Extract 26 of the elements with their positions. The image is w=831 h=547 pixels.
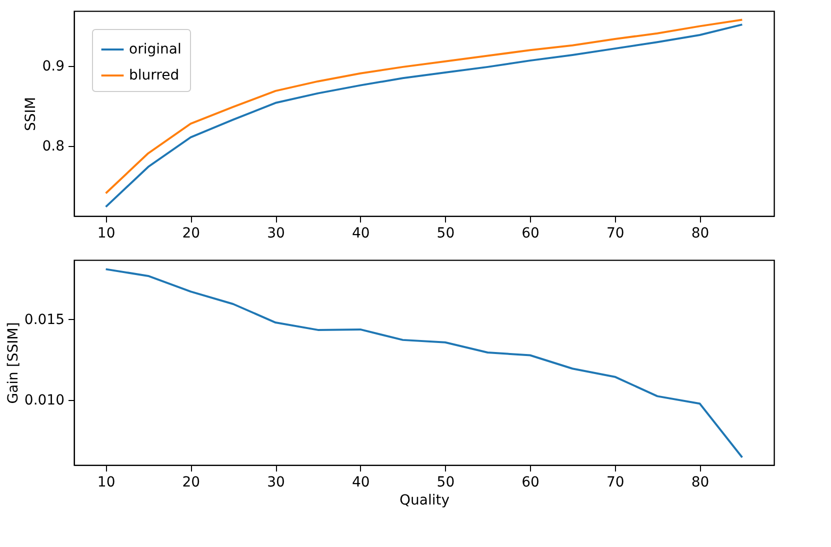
y-tick-label: 0.8: [42, 138, 64, 155]
x-tick-label: 60: [522, 474, 540, 490]
y-tick-label: 0.015: [24, 312, 64, 328]
x-axis-title: Quality: [399, 492, 450, 508]
y-axis-title: SSIM: [23, 97, 40, 131]
x-tick-label: 20: [182, 226, 200, 242]
x-tick-label: 10: [97, 474, 116, 490]
x-tick-label: 30: [267, 226, 285, 242]
x-tick-label: 70: [606, 474, 624, 490]
legend-label: blurred: [129, 68, 180, 84]
y-tick-label: 0.010: [24, 392, 64, 408]
x-tick-label: 70: [606, 226, 624, 242]
x-tick-label: 80: [691, 226, 710, 242]
x-tick-label: 30: [267, 474, 285, 490]
x-tick-label: 50: [436, 474, 455, 490]
y-tick-label: 0.9: [42, 58, 64, 75]
x-tick-label: 50: [436, 226, 455, 242]
legend-label: original: [129, 42, 182, 58]
x-tick-label: 60: [522, 226, 540, 242]
x-tick-label: 40: [352, 226, 370, 242]
x-tick-label: 80: [691, 474, 710, 490]
x-tick-label: 40: [352, 474, 370, 490]
x-tick-label: 20: [182, 474, 200, 490]
line-series: [104, 268, 744, 458]
x-tick-label: 10: [97, 226, 116, 242]
y-axis-title: Gain [SSIM]: [5, 322, 22, 404]
